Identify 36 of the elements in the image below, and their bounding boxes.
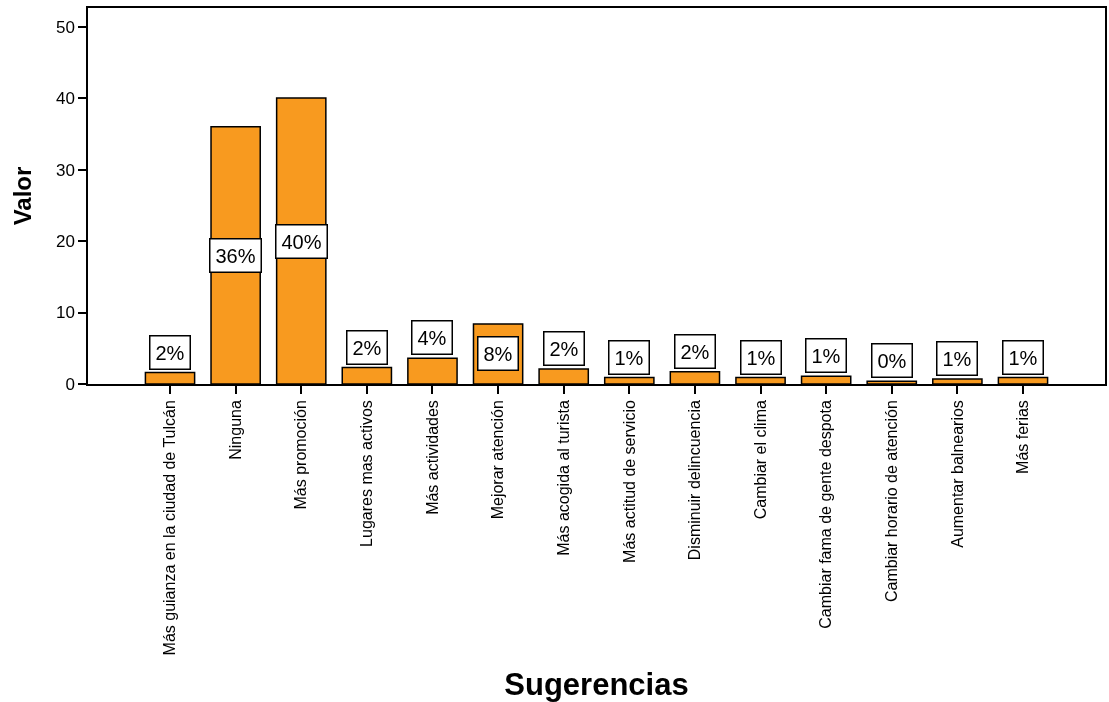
x-tick-label: Más promoción [292,400,310,510]
x-tick-label: Disminuir delincuencia [686,400,704,561]
y-tick-label: 50 [55,17,75,37]
data-label: 1% [811,344,841,367]
x-tick-label: Más acogida al turista [554,400,572,556]
data-label: 4% [417,326,447,349]
data-label: 8% [483,342,513,365]
data-label: 2% [155,341,185,364]
data-label: 1% [942,347,972,370]
data-label: 2% [680,340,710,363]
y-tick-label: 0 [65,374,75,394]
x-tick-label: Mejorar atención [489,400,507,520]
data-label: 0% [877,349,907,372]
data-label: 1% [1008,346,1038,369]
x-tick-label: Más actividades [423,400,441,515]
x-tick-label: Ninguna [226,400,244,460]
x-tick-label: Cambiar horario de atención [882,400,900,603]
x-tick-label: Cambiar el clima [751,400,769,520]
y-tick-label: 30 [55,160,75,180]
data-label: 1% [746,346,776,369]
data-label: 2% [549,337,579,360]
data-label: 36% [215,244,256,267]
data-label: 40% [281,230,322,253]
x-tick-label: Más actitud de servicio [620,400,638,563]
x-tick-label: Aumentar balnearios [948,400,966,548]
x-tick-label: Más ferias [1014,400,1032,474]
x-tick-label: Lugares mas activos [358,400,376,547]
y-tick-label: 40 [55,89,75,109]
y-axis-title: Valor [8,166,36,226]
x-axis-title: Sugerencias [504,667,689,702]
x-tick-label: Cambiar fama de gente despota [817,400,835,629]
y-tick-label: 10 [55,303,75,323]
y-tick-label: 20 [55,231,75,251]
data-label: 1% [614,346,644,369]
data-label: 2% [352,336,382,359]
x-tick-label: Más guianza en la ciudad de Tulcán [161,400,179,656]
